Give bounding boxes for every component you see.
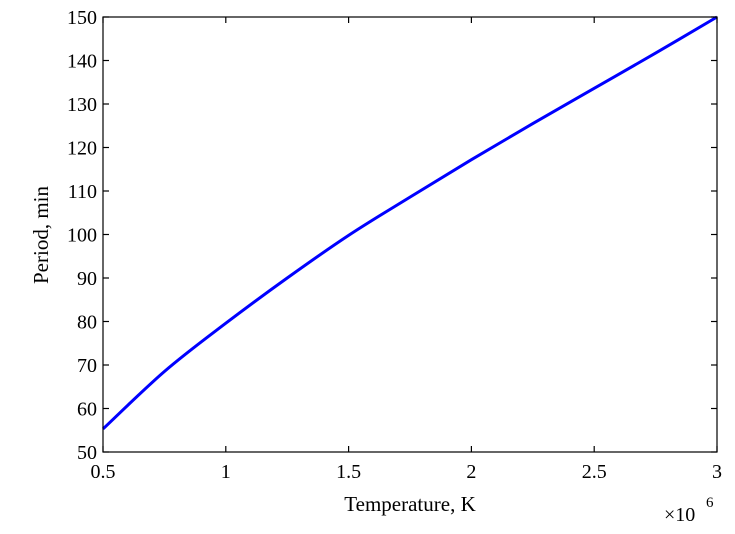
x-tick-label: 2: [466, 461, 476, 483]
series-line: [101, 15, 718, 431]
x-axis-label: Temperature, K: [344, 492, 475, 516]
y-tick-label: 50: [77, 442, 97, 464]
plot-frame: [102, 16, 718, 453]
y-tick-label: 150: [67, 7, 97, 29]
x-tick-label: 1: [221, 461, 231, 483]
y-tick-label: 110: [68, 181, 97, 203]
y-axis-label: Period, min: [29, 186, 53, 284]
x-axis-multiplier: ×10 6: [664, 495, 714, 526]
x-tick-label: 3: [712, 461, 722, 483]
y-tick-label: 90: [77, 268, 97, 290]
x-multiplier-base: ×10: [664, 504, 695, 526]
x-tick-label: 2.5: [582, 461, 607, 483]
y-tick-label: 140: [67, 51, 97, 73]
y-tick-label: 120: [67, 138, 97, 160]
x-tick-label: 1.5: [336, 461, 361, 483]
y-tick-label: 100: [67, 225, 97, 247]
plot-marks: [101, 15, 718, 431]
y-tick-label: 70: [77, 355, 97, 377]
x-tick-label: 0.5: [91, 461, 116, 483]
tick-labels: 0.5 1 1.5 2 2.5 3 50 60 70 80 90 100 110 120 130 140 150: [67, 7, 722, 483]
y-tick-label: 130: [67, 94, 97, 116]
x-multiplier-exponent: 6: [706, 495, 714, 511]
y-tick-label: 60: [77, 399, 97, 421]
y-tick-label: 80: [77, 312, 97, 334]
